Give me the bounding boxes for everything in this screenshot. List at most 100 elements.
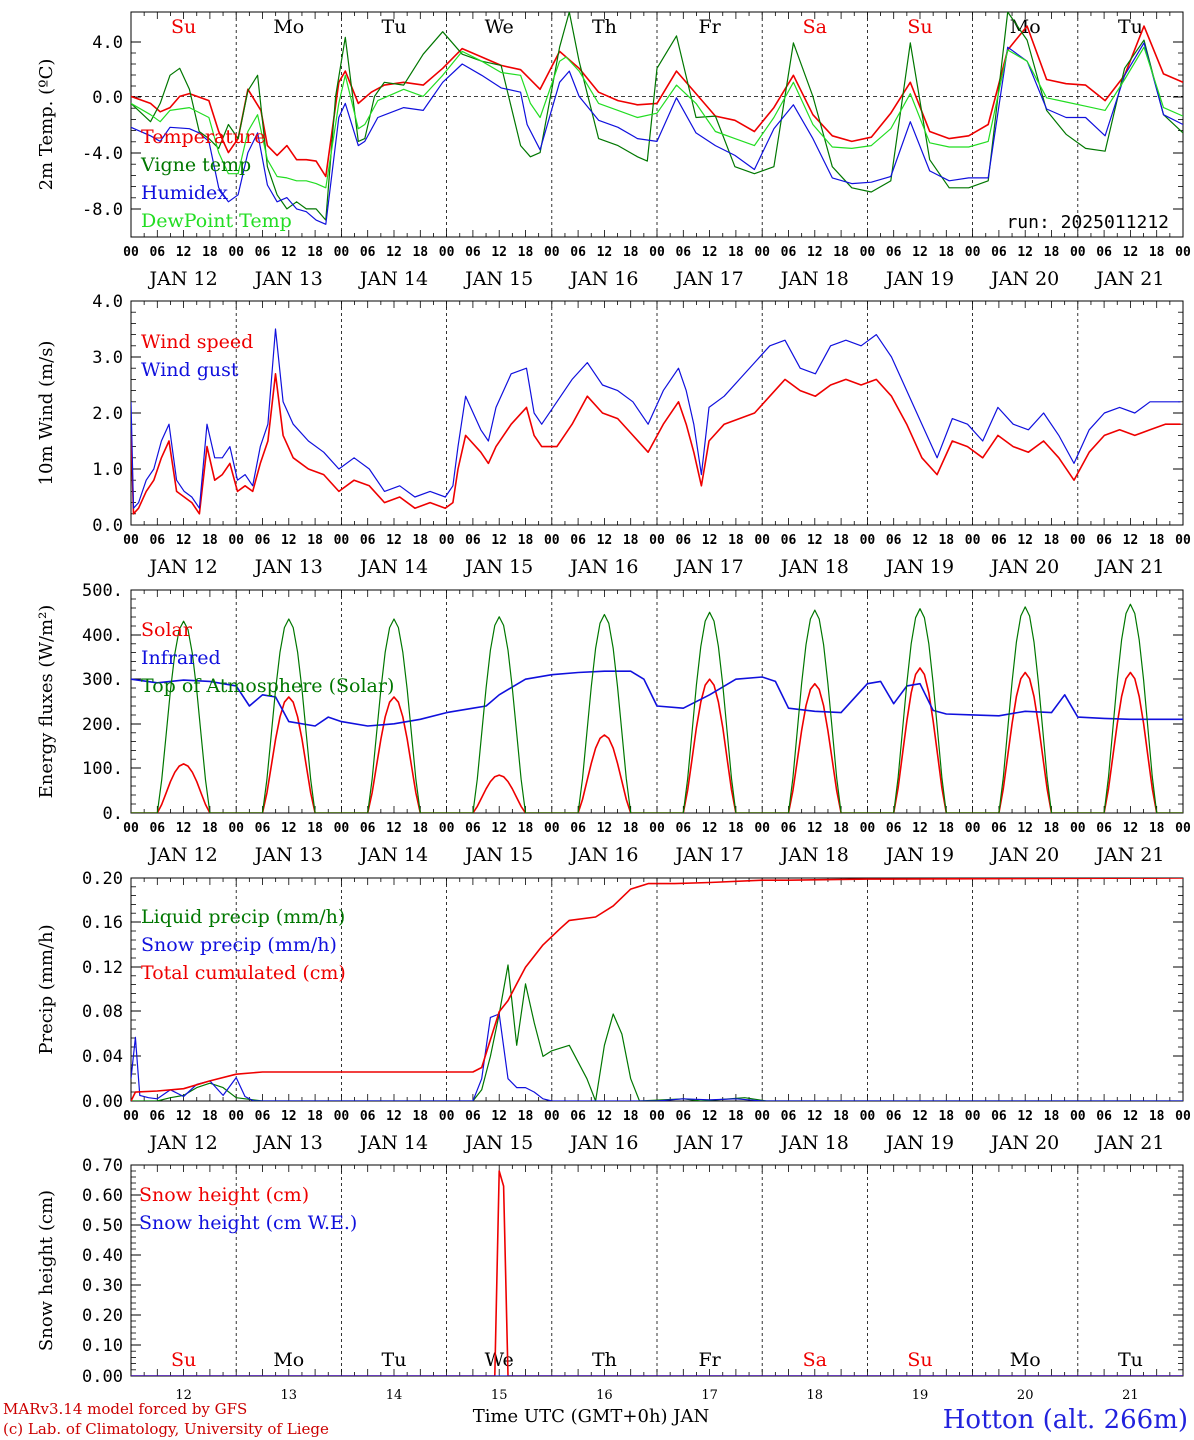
weekday-label: Su — [907, 1349, 932, 1371]
panel-wind: 4.0 3.0 2.0 1.0 0.0 10m Wind (m/s) 00 06 12 18 00 0… — [36, 292, 1191, 578]
x-hour-label: 06 — [465, 1109, 481, 1124]
series-line-wind-gust — [131, 328, 1181, 509]
y-tick-label: 100. — [82, 759, 123, 779]
x-hour-label: 00 — [754, 245, 770, 260]
weekday-label: Sa — [803, 1349, 827, 1371]
x-hour-label: 06 — [886, 245, 902, 260]
weekday-label: We — [485, 1349, 514, 1371]
weekday-label: Mo — [1010, 16, 1041, 38]
y-tick-label: 0.20 — [82, 869, 123, 889]
x-hour-label: 18 — [518, 245, 534, 260]
x-hour-label: 12 — [1123, 1109, 1139, 1124]
x-hour-label: 12 — [281, 821, 297, 836]
x-hour-label: 00 — [544, 245, 560, 260]
y-tick-label: 500. — [82, 581, 123, 601]
x-hour-label: 12 — [1017, 821, 1033, 836]
weekday-label: Fr — [698, 1349, 721, 1371]
weekday-label: Th — [592, 16, 617, 38]
x-hour-label: 00 — [649, 821, 665, 836]
x-hour-label: 12 — [702, 245, 718, 260]
x-hour-label: 06 — [781, 821, 797, 836]
series-group — [131, 878, 1183, 1101]
x-date-label: JAN 18 — [779, 556, 849, 578]
x-hour-label: 00 — [965, 245, 981, 260]
x-hour-label: 06 — [255, 533, 271, 548]
x-hour-label: 12 — [386, 533, 402, 548]
x-hour-label: 06 — [886, 533, 902, 548]
x-hour-label: 06 — [570, 245, 586, 260]
x-hour-label: 06 — [886, 1109, 902, 1124]
x-hour-label: 06 — [149, 1109, 165, 1124]
x-day-number: 16 — [596, 1388, 613, 1403]
x-hour-label: 18 — [412, 1109, 428, 1124]
legend-entry: Wind gust — [141, 359, 239, 381]
weekday-label: Tu — [382, 16, 407, 38]
x-hour-label: 06 — [255, 1109, 271, 1124]
x-day-number: 12 — [175, 1388, 192, 1403]
x-hour-label: 12 — [491, 245, 507, 260]
x-hour-label: 00 — [334, 1109, 350, 1124]
x-hour-label: 18 — [307, 1109, 323, 1124]
x-date-label: JAN 13 — [253, 844, 323, 866]
credit-line-1: MARv3.14 model forced by GFS — [3, 1400, 247, 1418]
x-hour-label: 00 — [334, 533, 350, 548]
y-tick-label: 300. — [82, 670, 123, 690]
weekday-label: Tu — [382, 1349, 407, 1371]
x-hour-label: 18 — [1149, 245, 1165, 260]
x-hour-label: 06 — [781, 533, 797, 548]
legend-entry: Temperature — [141, 126, 265, 148]
x-hour-label: 00 — [965, 821, 981, 836]
series-line-snow-height-cm- — [131, 1170, 1183, 1376]
x-hour-label: 00 — [1175, 1109, 1191, 1124]
x-hour-label: 06 — [149, 245, 165, 260]
x-hour-label: 18 — [518, 533, 534, 548]
legend-entry: Infrared — [141, 647, 221, 669]
x-hour-label: 12 — [597, 1109, 613, 1124]
x-hour-label: 18 — [1044, 821, 1060, 836]
x-hour-label: 06 — [675, 821, 691, 836]
weekday-label: Tu — [1118, 1349, 1143, 1371]
y-tick-label: 0.20 — [82, 1306, 123, 1326]
series-group — [131, 12, 1183, 225]
x-hour-label: 18 — [728, 533, 744, 548]
y-tick-label: 4.0 — [92, 292, 123, 312]
x-hour-label: 18 — [1044, 1109, 1060, 1124]
x-hour-label: 00 — [649, 1109, 665, 1124]
x-hour-label: 06 — [255, 245, 271, 260]
x-hour-label: 18 — [412, 533, 428, 548]
y-tick-label: 4.0 — [92, 33, 123, 53]
x-date-label: JAN 17 — [674, 844, 744, 866]
station-label: Hotton (alt. 266m) — [943, 1405, 1188, 1435]
x-hour-label: 18 — [518, 1109, 534, 1124]
legend-entry: Solar — [141, 619, 193, 641]
x-date-label: JAN 16 — [568, 556, 638, 578]
panel-precip: 0.20 0.16 0.12 0.08 0.04 0.00 Precip (mm/h) 00 0… — [36, 869, 1191, 1154]
x-hour-label: 12 — [1017, 533, 1033, 548]
y-tick-label: 3.0 — [92, 348, 123, 368]
x-hour-label: 00 — [439, 245, 455, 260]
y-tick-label: 0.16 — [82, 913, 123, 933]
x-hour-label: 18 — [307, 821, 323, 836]
x-hour-label: 12 — [386, 1109, 402, 1124]
x-hour-label: 00 — [754, 533, 770, 548]
plot-frame — [130, 11, 1184, 238]
x-hour-label: 06 — [781, 1109, 797, 1124]
x-hour-label: 18 — [307, 245, 323, 260]
x-hour-label: 00 — [965, 1109, 981, 1124]
y-tick-label: 0.10 — [82, 1336, 123, 1356]
x-hour-label: 00 — [228, 533, 244, 548]
x-date-label: JAN 14 — [358, 1132, 428, 1154]
weekday-label: Mo — [273, 16, 304, 38]
x-hour-label: 00 — [1070, 245, 1086, 260]
x-hour-label: 12 — [912, 1109, 928, 1124]
x-date-label: JAN 17 — [674, 1132, 744, 1154]
x-date-label: JAN 13 — [253, 1132, 323, 1154]
x-hour-label: 18 — [833, 533, 849, 548]
x-hour-label: 00 — [1175, 245, 1191, 260]
x-hour-label: 00 — [544, 1109, 560, 1124]
x-hour-label: 12 — [491, 533, 507, 548]
x-date-label: JAN 20 — [989, 844, 1059, 866]
y-tick-label: 0.40 — [82, 1246, 123, 1266]
x-hour-label: 12 — [702, 533, 718, 548]
